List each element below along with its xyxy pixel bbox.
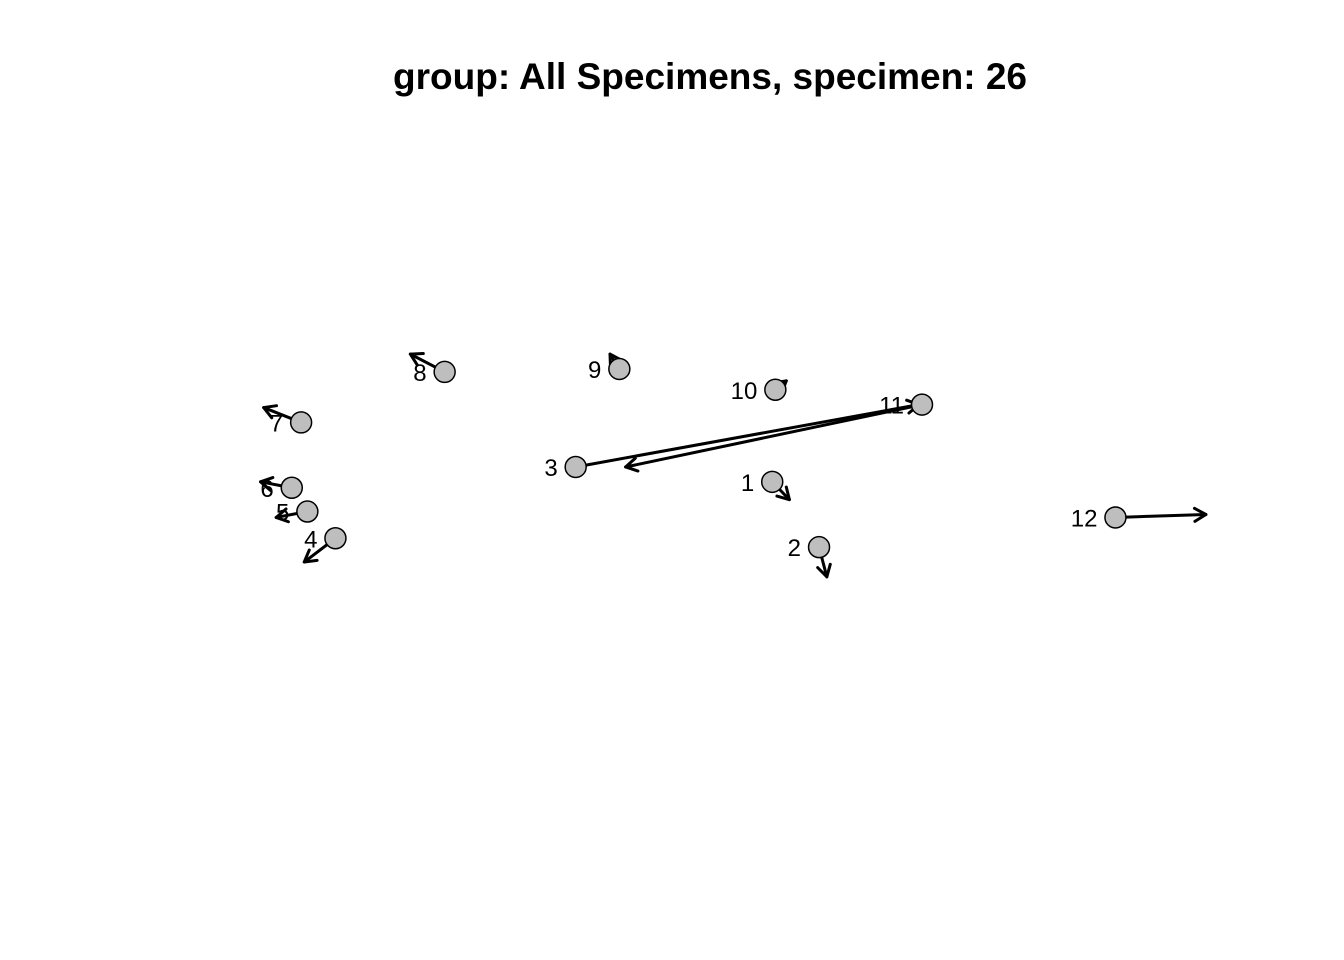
landmark-label: 7	[270, 410, 283, 437]
landmark-point	[297, 501, 318, 522]
landmark-label: 8	[413, 360, 426, 387]
displacement-arrow	[626, 405, 922, 471]
displacement-arrow	[1115, 508, 1205, 521]
landmark-label: 10	[731, 378, 758, 405]
landmark-points	[281, 358, 1126, 557]
landmark-point	[434, 361, 455, 382]
landmark-label: 5	[276, 500, 289, 527]
landmark-label: 4	[304, 526, 317, 553]
landmark-point	[291, 412, 312, 433]
landmark-point	[912, 394, 933, 415]
landmark-label: 6	[260, 476, 273, 503]
landmark-point	[765, 379, 786, 400]
landmark-point	[325, 528, 346, 549]
landmark-point	[809, 537, 830, 558]
landmark-label: 12	[1071, 505, 1098, 532]
landmark-point	[609, 358, 630, 379]
displacement-arrow	[576, 400, 919, 467]
landmark-label: 11	[879, 393, 904, 420]
landmark-point	[565, 456, 586, 477]
landmark-label: 1	[741, 470, 754, 497]
landmark-point	[1105, 507, 1126, 528]
landmark-label: 9	[588, 357, 601, 384]
landmark-point	[281, 477, 302, 498]
landmark-point	[762, 471, 783, 492]
landmark-label: 2	[788, 535, 801, 562]
landmark-label: 3	[544, 455, 557, 482]
